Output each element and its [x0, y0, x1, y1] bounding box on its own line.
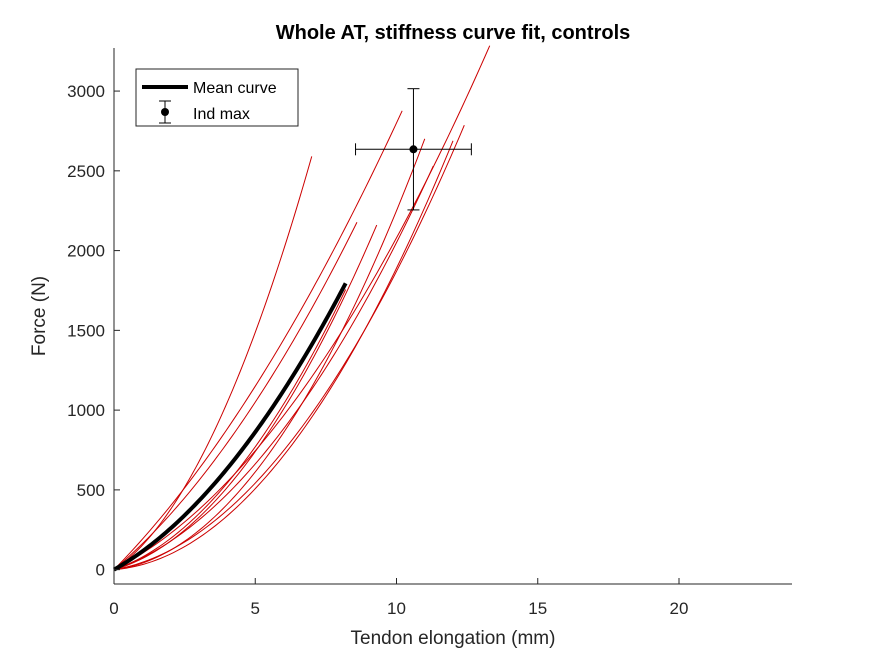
- legend-mean-curve-label: Mean curve: [193, 80, 277, 97]
- x-tick-label: 15: [528, 599, 547, 618]
- individual-curve-4: [113, 289, 347, 571]
- legend-ind-max-swatch: [159, 100, 171, 124]
- x-tick-label: 10: [387, 599, 406, 618]
- chart-title: Whole AT, stiffness curve fit, controls: [276, 22, 631, 44]
- mean-curve: [113, 282, 348, 572]
- individual-curve-2: [113, 110, 403, 570]
- individual-curve-10: [113, 224, 378, 571]
- errorbar-layer: [355, 88, 472, 211]
- ind-max-marker: [409, 145, 418, 154]
- y-tick-label: 1500: [67, 321, 105, 340]
- curves-layer: [113, 45, 491, 572]
- legend-ind-max-marker: [161, 108, 169, 116]
- y-tick-label: 500: [77, 481, 105, 500]
- individual-curve-3: [113, 222, 358, 571]
- ticks-layer: 0 5 10 15 20 0 500 1000 1500 2000 2500 3000: [67, 82, 688, 618]
- x-tick-label: 0: [109, 599, 118, 618]
- y-tick-label: 1000: [67, 401, 105, 420]
- x-axis-label: Tendon elongation (mm): [351, 628, 556, 649]
- x-tick-label: 20: [670, 599, 689, 618]
- legend-box: [135, 68, 299, 127]
- individual-curve-6: [113, 140, 454, 571]
- plot-area: [114, 48, 792, 584]
- x-tick-label: 5: [251, 599, 260, 618]
- y-tick-label: 2500: [67, 162, 105, 181]
- individual-curve-1: [113, 156, 313, 571]
- legend: Mean curve Ind max: [135, 68, 299, 127]
- legend-ind-max-label: Ind max: [193, 106, 250, 123]
- individual-curve-8: [113, 125, 465, 571]
- y-tick-label: 3000: [67, 82, 105, 101]
- y-tick-label: 2000: [67, 242, 105, 261]
- y-tick-label: 0: [96, 561, 105, 580]
- y-axis-label: Force (N): [29, 276, 50, 356]
